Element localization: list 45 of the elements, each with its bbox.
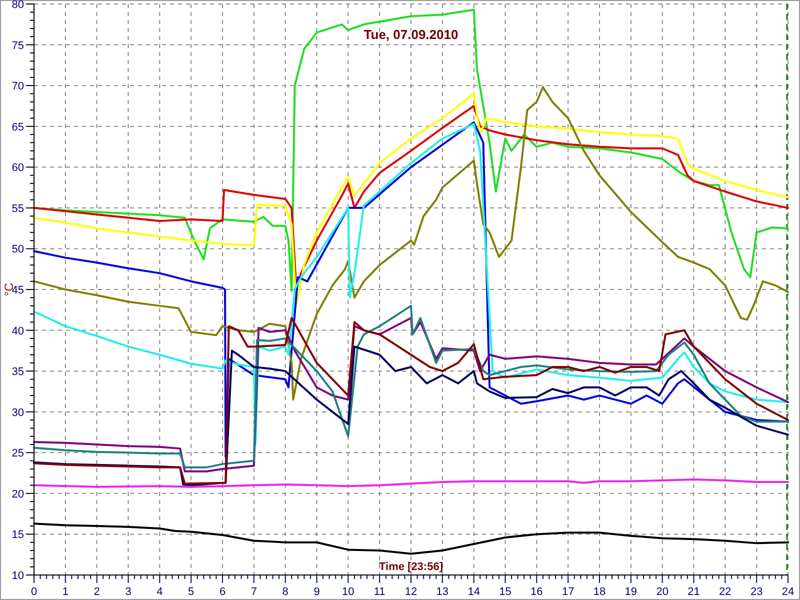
x-tick-label: 18 [593,586,606,598]
y-tick-label: 75 [12,40,24,52]
x-tick-label: 9 [314,586,320,598]
line-series [33,346,789,486]
x-tick-label: 19 [624,586,638,598]
x-tick-label: 17 [562,586,574,598]
y-tick-label: 35 [12,366,24,378]
x-tick-label: 0 [30,586,38,598]
line-series [33,478,789,488]
y-tick-label: 10 [12,570,24,582]
y-tick-label: 30 [12,406,24,419]
x-tick-label: 20 [656,586,668,598]
y-tick-label: 80 [12,0,24,11]
y-tick-label: 50 [12,244,24,256]
y-tick-label: 20 [12,488,24,500]
x-tick-label: 24 [782,586,794,598]
y-tick-label: 45 [12,284,24,296]
x-tick-label: 1 [62,586,68,598]
x-tick-label: 4 [156,586,163,598]
x-tick-label: 15 [499,586,512,598]
x-axis-title: Time [23:56] [379,561,444,573]
x-tick-label: 14 [468,586,480,598]
y-tick-label: 25 [12,448,24,460]
x-tick-label: 3 [125,586,132,598]
x-tick-label: 13 [436,586,449,598]
y-tick-label: 15 [12,529,24,542]
x-tick-label: 11 [374,586,386,598]
x-tick-label: 21 [688,586,700,598]
y-tick-label: 55 [12,202,24,215]
x-tick-label: 8 [282,586,288,598]
y-tick-label: 65 [12,121,24,134]
y-tick-label: 40 [12,325,24,338]
x-tick-label: 7 [250,586,257,598]
text: Tue, 07.09.2010 [364,27,458,42]
x-tick-label: 6 [219,586,226,598]
x-tick-label: 22 [719,586,732,598]
line-series [33,86,789,401]
x-tick-label: 16 [530,586,543,598]
x-tick-label: 23 [750,586,763,598]
x-tick-label: 2 [94,586,100,598]
y-tick-label: 60 [12,162,24,174]
x-tick-label: 10 [342,586,354,598]
x-tick-label: 5 [188,586,194,598]
x-tick-label: 12 [404,586,418,598]
y-tick-label: 70 [12,80,24,93]
